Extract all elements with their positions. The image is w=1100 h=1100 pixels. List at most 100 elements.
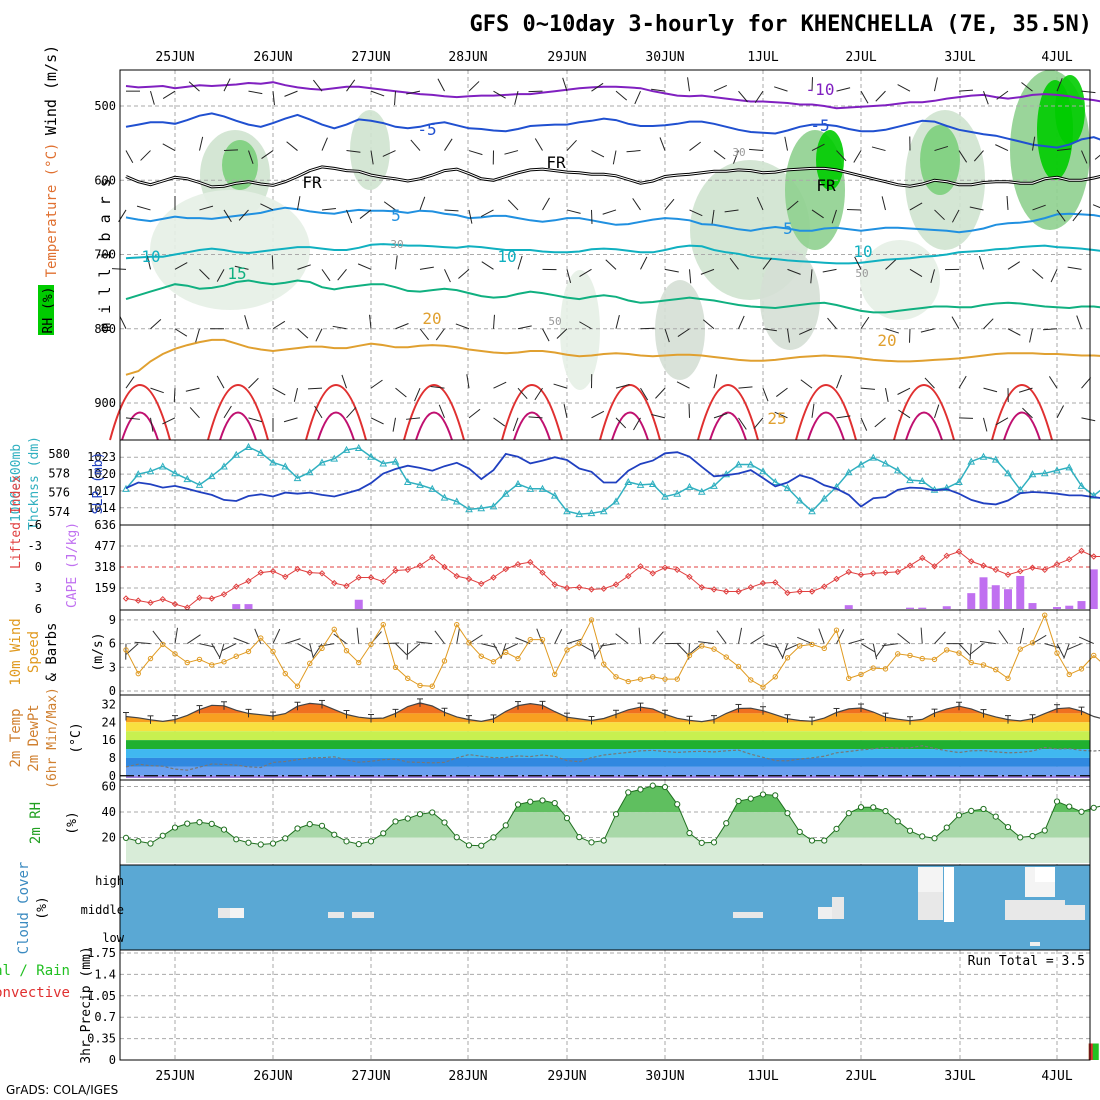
wind-barb xyxy=(186,634,201,645)
thickness-point xyxy=(942,483,951,491)
lifted-index-point xyxy=(661,564,669,571)
lifted-index-point xyxy=(821,583,828,590)
date-label-top: 28JUN xyxy=(448,50,487,65)
wind-barb xyxy=(321,137,328,151)
wind-barb xyxy=(1056,405,1065,419)
thickness-point xyxy=(685,482,694,490)
wind-barb xyxy=(162,143,176,151)
wind-barb xyxy=(312,79,323,92)
wind-barb xyxy=(244,315,249,329)
wind-barb xyxy=(930,269,935,284)
isotherm-line xyxy=(125,81,1100,110)
isotherm-line xyxy=(125,206,1100,234)
wind-barb xyxy=(528,416,543,419)
cloud-cell xyxy=(352,912,374,918)
thickness-point xyxy=(857,460,865,468)
wind-barb xyxy=(983,318,994,330)
rh-point xyxy=(380,830,387,837)
rh-point xyxy=(208,820,215,827)
isotherm-label: 10 xyxy=(853,242,872,261)
thickness-point xyxy=(183,475,192,483)
isotherm-warm-bump xyxy=(807,411,845,441)
isotherm-label: 15 xyxy=(227,264,246,283)
date-label-top: 26JUN xyxy=(253,50,292,65)
rh-point xyxy=(539,797,546,804)
wind-barb xyxy=(753,417,764,429)
thickness-point xyxy=(391,457,400,465)
wind-speed-point xyxy=(331,626,337,633)
wind-speed-point xyxy=(564,647,570,653)
wind-barb xyxy=(776,387,788,397)
wind-barb xyxy=(321,269,331,282)
wind-barb xyxy=(687,77,690,92)
wind-barb xyxy=(612,150,617,165)
thickness-point xyxy=(587,509,596,517)
y-tick-label: 1020 xyxy=(87,467,116,481)
wind-barb xyxy=(860,417,868,431)
wind-barb xyxy=(125,376,135,389)
wind-barb xyxy=(556,328,568,339)
wind-barb xyxy=(534,138,543,151)
y-tick-label: 3 xyxy=(35,581,42,595)
lifted-index-point xyxy=(992,566,999,574)
wind-barb xyxy=(750,634,765,645)
isotherm-label: FR xyxy=(302,173,322,192)
wind-barb xyxy=(716,630,727,644)
cape-bar xyxy=(1053,607,1061,609)
wind-barb xyxy=(615,384,630,389)
cape-bar xyxy=(1077,601,1086,609)
wind-barb xyxy=(615,90,628,101)
lifted-index-point xyxy=(808,588,816,595)
wind-barb xyxy=(998,630,1009,644)
wind-barb xyxy=(493,643,502,658)
wind-barb xyxy=(458,268,470,279)
rh-point xyxy=(331,831,338,838)
y-tick-label: 0 xyxy=(35,560,42,574)
wind-barb xyxy=(534,387,543,401)
rh-point xyxy=(735,797,742,805)
wind-barb xyxy=(272,628,281,644)
lifted-index-point xyxy=(784,589,791,597)
wind-barb xyxy=(126,643,139,655)
wind-speed-point xyxy=(282,670,288,677)
lifted-index-point xyxy=(502,565,509,573)
lifted-index-point xyxy=(539,569,546,576)
isotherm-label: FR xyxy=(546,153,566,172)
wind-barb xyxy=(174,627,178,644)
wind-barb xyxy=(652,631,664,644)
wind-barb xyxy=(920,328,935,333)
wind-barb xyxy=(1042,328,1058,331)
isotherm-warm-bump xyxy=(905,411,943,441)
wind-barb xyxy=(140,150,151,161)
wind-barb xyxy=(435,328,445,341)
lifted-index-point xyxy=(135,597,142,604)
wind-barb xyxy=(640,387,649,401)
rh-point xyxy=(1004,823,1012,831)
thickness-point xyxy=(403,477,412,486)
wind-barb xyxy=(724,209,739,213)
wind-barb xyxy=(860,387,875,390)
rh-point xyxy=(159,832,166,839)
panel-axis-label: Cloud Cover xyxy=(16,862,32,955)
thickness-point xyxy=(1065,463,1074,471)
wind-barb xyxy=(995,417,1009,426)
wind-barb xyxy=(553,383,568,389)
date-label-top: 4JUL xyxy=(1041,50,1072,65)
wind-barb xyxy=(248,90,263,95)
rh-point xyxy=(367,838,375,845)
cape-bar xyxy=(354,599,363,609)
thickness-point xyxy=(648,479,657,487)
lifted-index-point xyxy=(527,558,534,566)
wind-barb xyxy=(321,207,336,211)
lifted-index-point xyxy=(490,574,497,581)
thickness-point xyxy=(746,460,755,468)
wind-barb xyxy=(638,627,641,644)
precip-panel-border xyxy=(119,949,1091,1061)
cape-bar xyxy=(1004,589,1012,609)
y-tick-label: 600 xyxy=(94,173,116,187)
wind-barb xyxy=(234,265,249,270)
lifted-index-point xyxy=(220,591,228,598)
thickness-point xyxy=(477,504,486,512)
temp-band xyxy=(126,713,1090,723)
panel-axis-label: 1000-500mb xyxy=(9,444,24,522)
